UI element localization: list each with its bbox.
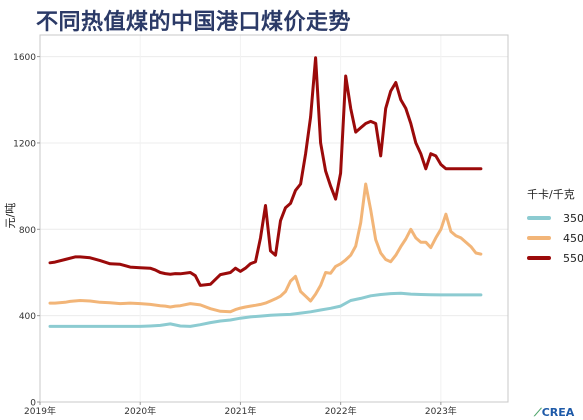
x-tick-label: 2020年 — [124, 405, 156, 417]
legend-label-5500: 5500 — [563, 251, 583, 265]
y-axis-label: 元/吨 — [4, 203, 17, 229]
series-line-4500 — [48, 182, 483, 314]
y-axis-ticks: 0 400 800 1200 1600 — [13, 53, 40, 409]
series-line-5500 — [48, 56, 483, 287]
x-tick-label: 2023年 — [425, 405, 457, 417]
logo-text: CREA — [541, 406, 575, 419]
legend-swatch-3500 — [527, 216, 551, 220]
legend-swatch-4500 — [527, 236, 551, 240]
series-lines — [48, 56, 483, 328]
x-tick-label: 2022年 — [325, 405, 357, 417]
x-tick-label: 2019年 — [24, 405, 56, 417]
legend-swatch-5500 — [527, 256, 551, 260]
legend-item-4500: 4500 — [527, 228, 583, 248]
y-tick-label: 800 — [19, 226, 36, 236]
x-axis-ticks: 2019年 2020年 2021年 2022年 2023年 — [24, 402, 457, 417]
gridlines — [39, 35, 508, 403]
crea-logo: ⟋CREA — [534, 406, 574, 420]
x-tick-label: 2021年 — [224, 405, 256, 417]
legend-item-3500: 3500 — [527, 208, 583, 228]
y-tick-label: 400 — [19, 312, 36, 322]
chart-title: 不同热值煤的中国港口煤价走势 — [36, 10, 352, 35]
y-tick-label: 1600 — [13, 53, 36, 63]
legend: 千卡/千克 3500 4500 5500 — [527, 186, 583, 268]
logo-mark-icon: ⟋ — [534, 406, 542, 419]
plot-border — [39, 34, 509, 403]
plot-frame — [39, 34, 509, 403]
y-tick-label: 0 — [30, 399, 36, 409]
y-tick-label: 1200 — [13, 139, 36, 149]
legend-label-3500: 3500 — [563, 211, 583, 225]
legend-title: 千卡/千克 — [527, 188, 575, 201]
legend-item-5500: 5500 — [527, 248, 583, 268]
legend-label-4500: 4500 — [563, 231, 583, 245]
series-line-3500 — [48, 291, 483, 328]
